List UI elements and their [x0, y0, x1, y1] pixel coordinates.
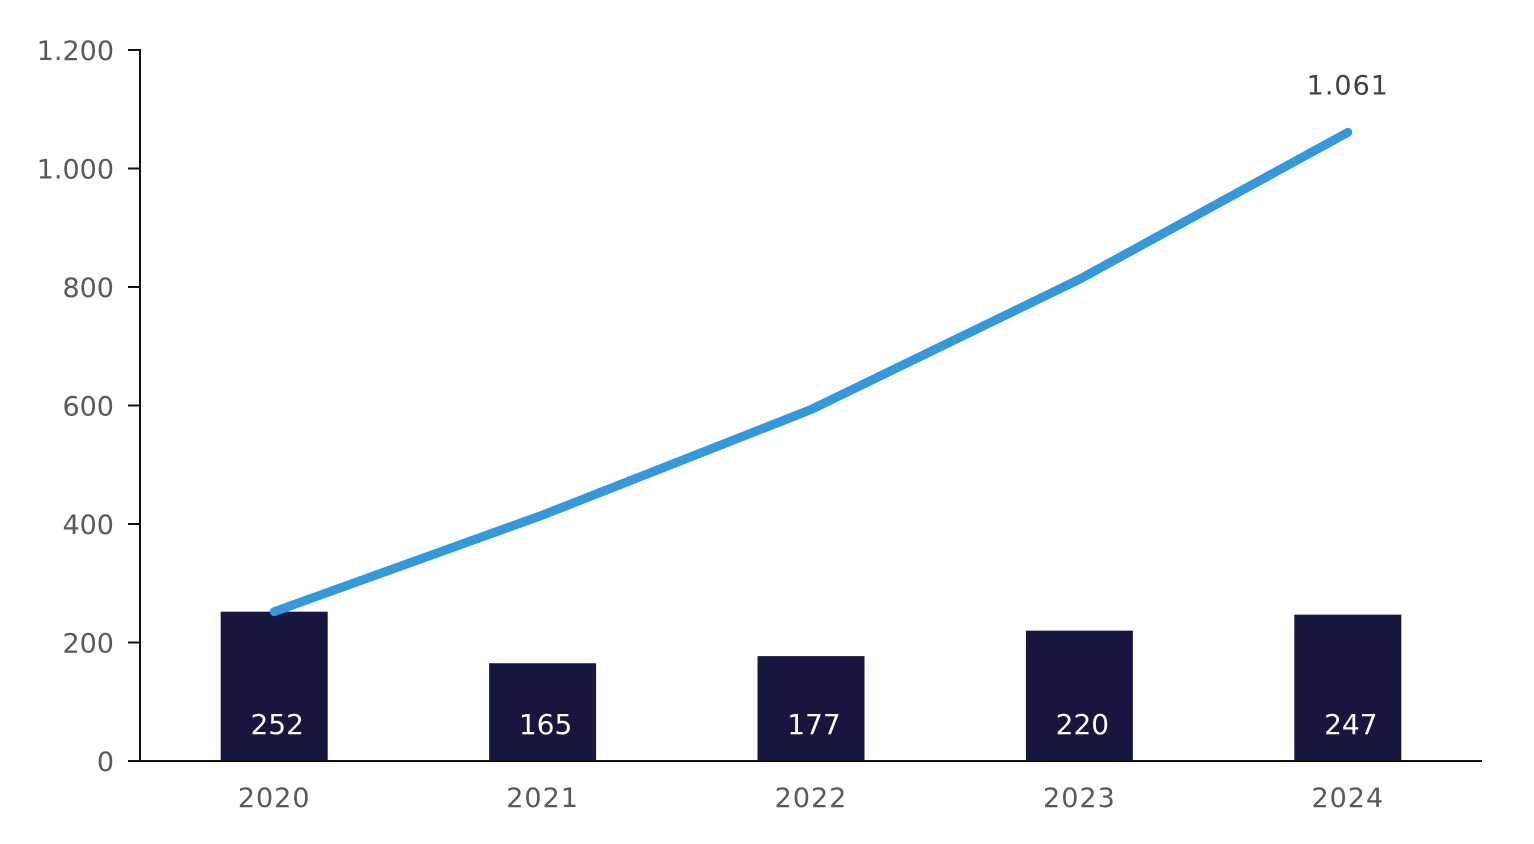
x-tick-label: 2024 — [1311, 783, 1384, 814]
y-tick-label: 600 — [62, 392, 114, 423]
bar — [757, 656, 865, 761]
y-axis: 0 200 400 600 800 1.000 1.200 — [37, 36, 141, 778]
y-tick-label: 200 — [62, 629, 114, 660]
bar-value-label: 165 — [519, 708, 572, 741]
bar-value-label: 220 — [1056, 708, 1109, 741]
bar-series: 252 165 177 220 247 — [220, 611, 1402, 761]
bar — [1025, 630, 1133, 761]
line-end-label: 1.061 — [1307, 70, 1389, 101]
bar — [1294, 614, 1402, 761]
bar — [489, 663, 597, 761]
y-tick-label: 800 — [62, 273, 114, 304]
x-tick-label: 2021 — [506, 783, 579, 814]
bar-value-label: 247 — [1324, 708, 1377, 741]
y-tick-label: 1.200 — [37, 36, 114, 67]
line-series: 1.061 — [269, 70, 1389, 617]
x-axis: 2020 2021 2022 2023 2024 — [140, 760, 1482, 814]
bar-value-label: 252 — [250, 708, 303, 741]
y-tick-label: 0 — [97, 747, 114, 778]
bar — [220, 611, 328, 761]
x-tick-label: 2022 — [775, 783, 848, 814]
bar-value-label: 177 — [787, 708, 840, 741]
x-tick-label: 2023 — [1043, 783, 1116, 814]
y-tick-label: 400 — [62, 510, 114, 541]
line-path — [269, 127, 1353, 617]
y-tick-label: 1.000 — [37, 155, 114, 186]
x-tick-label: 2020 — [238, 783, 311, 814]
